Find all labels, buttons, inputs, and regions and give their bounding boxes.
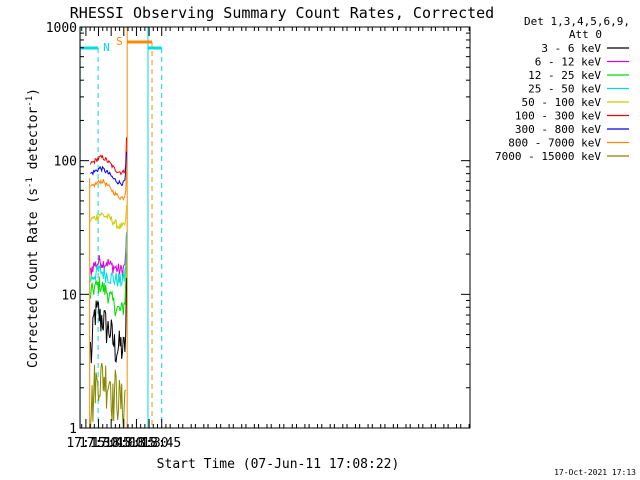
legend-label: 3 - 6 keV [541, 42, 601, 55]
x-tick-label: 18:45 [142, 436, 181, 451]
y-axis-label: Corrected Count Rate (s-1 detector-1) [25, 88, 41, 368]
legend-label: 50 - 100 keV [522, 96, 602, 109]
y-tick-label: 100 [54, 155, 77, 170]
y-tick-label: 1000 [46, 21, 77, 36]
y-axis-label-sup1: -1 [25, 177, 35, 188]
series-layer [90, 137, 127, 429]
y-tick-label: 1 [69, 422, 77, 437]
series-line [90, 137, 127, 176]
y-axis-label-mid: detector [26, 107, 41, 178]
series-line [90, 170, 127, 201]
axes: 1 10 100 1000 17:1517:3017:4518:0018:1518:30… [46, 21, 471, 451]
legend-label: 300 - 800 keV [515, 123, 601, 136]
series-line [90, 232, 127, 288]
legend-label: 7000 - 15000 keV [495, 150, 601, 163]
legend-header-line2: Att 0 [569, 28, 602, 41]
series-line [90, 277, 127, 364]
legend-header-line1: Det 1,3,4,5,6,9, [524, 15, 630, 28]
y-tick-label: 10 [61, 288, 77, 303]
y-axis-label-end: ) [26, 88, 41, 96]
x-tick-label: 18:15 [117, 436, 156, 451]
legend-label: 25 - 50 keV [528, 83, 601, 96]
night-flag-label: N [103, 41, 110, 54]
x-tick-label: 18:00 [104, 436, 143, 451]
x-tick-label: 17:45 [92, 436, 131, 451]
plot-frame [79, 26, 471, 429]
saa-flag-label: S [116, 35, 123, 48]
series-line [90, 205, 127, 230]
chart-title: RHESSI Observing Summary Count Rates, Co… [70, 4, 494, 22]
y-axis-label-main: Corrected Count Rate (s [26, 188, 41, 368]
plot-timestamp: 17-Oct-2021 17:13 [554, 468, 636, 477]
y-axis-label-sup2: -1 [25, 96, 35, 107]
x-axis-label: Start Time (07-Jun-11 17:08:22) [157, 457, 400, 472]
x-tick-label: 18:30 [130, 436, 169, 451]
legend-label: 800 - 7000 keV [508, 137, 601, 150]
legend-label: 6 - 12 keV [535, 56, 602, 69]
x-tick-label: 17:15 [66, 436, 105, 451]
legend-label: 12 - 25 keV [528, 69, 601, 82]
legend-label: 100 - 300 keV [515, 110, 601, 123]
series-line [90, 362, 127, 429]
series-line [90, 151, 127, 187]
series-line [90, 252, 127, 317]
x-tick-label: 17:30 [79, 436, 118, 451]
